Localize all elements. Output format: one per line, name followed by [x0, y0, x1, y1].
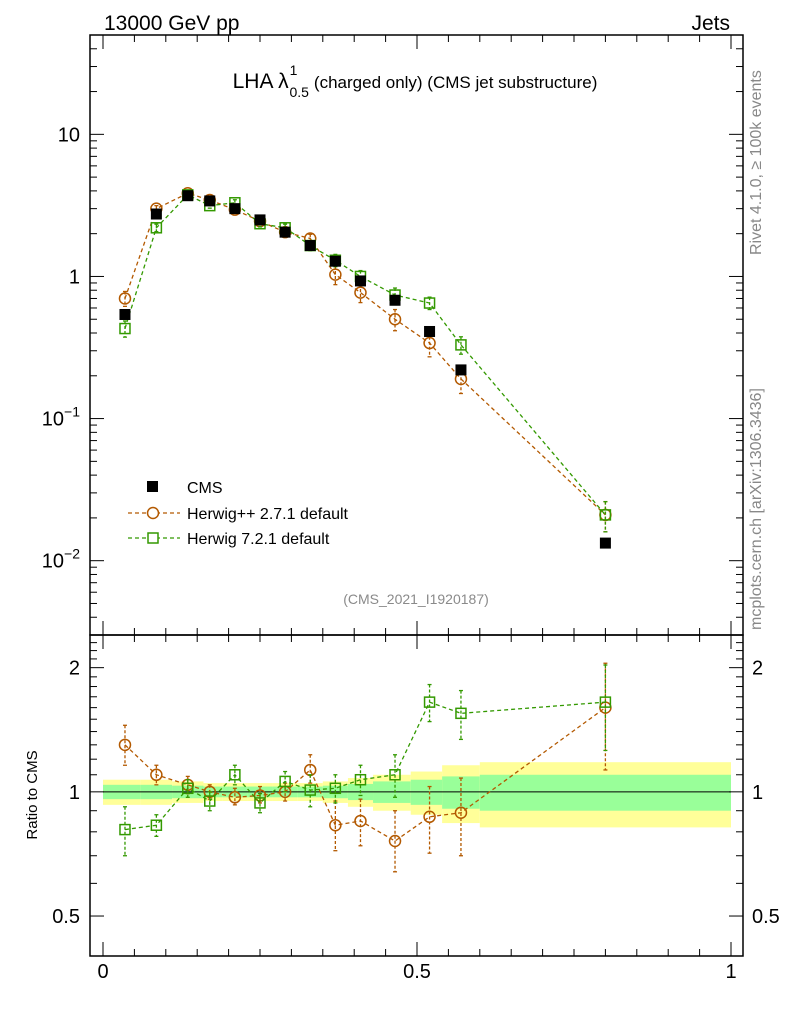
x-ticklabel: 0	[97, 961, 108, 983]
ratio-plot-frame	[89, 634, 744, 957]
main-series-layer	[118, 186, 612, 549]
ratio-point-herwigpp	[454, 806, 468, 819]
point-herwig7	[119, 322, 131, 335]
plot-title-sup: 1	[290, 62, 298, 78]
ratio-point-herwig7	[354, 773, 367, 786]
point-herwigpp	[388, 312, 402, 326]
plot-title: LHA λ1 0.5 (charged only) (CMS jet substru…	[233, 62, 598, 100]
side-label-bottom: mcplots.cern.ch [arXiv:1306.3436]	[748, 388, 765, 630]
main-axis-ticks	[90, 34, 743, 636]
header-left: 13000 GeV pp	[104, 12, 239, 35]
point-herwigpp	[423, 336, 436, 350]
legend-marker-herwigpp	[146, 506, 160, 520]
ratio-point-herwigpp	[388, 834, 402, 848]
legend-marker-cms	[147, 481, 158, 492]
ratio-line-herwigpp	[124, 707, 606, 842]
ratio-y-ticklabel-left: 1	[69, 782, 80, 804]
point-herwig7	[423, 297, 436, 309]
ratio-ylabel: Ratio to CMS	[24, 750, 41, 839]
point-cms	[599, 537, 611, 549]
ratio-y-ticklabel-right: 0.5	[752, 906, 780, 928]
main-y-ticklabel: 10	[58, 124, 80, 146]
plot-title-sub: 0.5	[289, 84, 309, 100]
legend-label-herwig7: Herwig 7.2.1 default	[187, 531, 330, 548]
legend-label-cms: CMS	[187, 480, 223, 497]
main-y-ticklabel: 10−1	[42, 404, 80, 431]
point-cms	[424, 325, 436, 337]
point-herwig7	[455, 339, 467, 351]
ratio-point-herwigpp	[329, 818, 342, 832]
ratio-y-ticklabel-left: 2	[69, 658, 80, 680]
ratio-point-herwigpp	[228, 791, 242, 804]
ratio-point-herwig7	[423, 696, 436, 708]
point-herwig7	[599, 509, 612, 521]
series-line-herwig7	[124, 194, 606, 516]
ratio-point-herwig7	[119, 823, 131, 836]
ratio-point-herwig7	[304, 784, 316, 796]
point-cms	[389, 294, 401, 306]
point-cms	[254, 214, 266, 226]
point-cms	[329, 255, 341, 267]
ratio-y-ticklabel-right: 1	[752, 782, 763, 804]
ratio-point-herwig7	[329, 782, 342, 795]
side-label-top: Rivet 4.1.0, ≥ 100k events	[748, 70, 765, 255]
point-cms	[229, 203, 241, 215]
point-herwigpp	[354, 286, 367, 299]
point-cms	[182, 190, 194, 202]
ratio-point-herwigpp	[150, 768, 163, 782]
ratio-point-herwig7	[229, 769, 241, 781]
legend: CMS Herwig++ 2.7.1 default Herwig 7.2.1 …	[128, 480, 349, 548]
ratio-y-ticklabel-left: 0.5	[52, 906, 80, 928]
ratio-point-herwig7	[254, 797, 266, 809]
point-cms	[354, 275, 366, 287]
series-line-herwigpp	[124, 192, 606, 516]
ratio-point-herwig7	[389, 769, 401, 781]
point-herwigpp	[329, 268, 342, 281]
ratio-point-herwig7	[599, 696, 612, 708]
plot-title-rest: (charged only) (CMS jet substructure)	[314, 73, 597, 92]
tick-labels: 10 1 10−1 10−2 2 2 1 1 0.5 0.5 0 0.5 1	[42, 124, 780, 983]
band-inner	[479, 774, 731, 811]
x-ticklabel: 1	[725, 961, 736, 983]
ratio-line-herwig7	[124, 701, 606, 831]
ratio-bands	[103, 762, 731, 828]
x-ticklabel: 0.5	[403, 961, 431, 983]
plot-title-main: LHA λ	[233, 70, 290, 93]
ratio-point-herwig7	[455, 707, 467, 720]
ratio-point-herwig7	[182, 782, 194, 795]
point-cms	[204, 195, 216, 207]
ratio-point-herwig7	[204, 795, 216, 807]
main-y-ticklabel: 1	[69, 266, 80, 288]
legend-label-herwigpp: Herwig++ 2.7.1 default	[187, 506, 349, 523]
point-cms	[455, 364, 467, 376]
point-cms	[119, 308, 131, 320]
ratio-point-herwigpp	[423, 810, 436, 824]
main-y-ticklabel: 10−2	[42, 546, 80, 573]
ratio-point-herwigpp	[118, 738, 132, 752]
point-cms	[304, 240, 316, 252]
point-cms	[279, 226, 291, 238]
ratio-point-herwig7	[150, 819, 163, 831]
header-right: Jets	[691, 12, 730, 35]
ratio-point-herwigpp	[354, 814, 367, 828]
point-cms	[150, 208, 162, 220]
legend-marker-herwig7	[147, 532, 159, 544]
ratio-y-ticklabel-right: 2	[752, 658, 763, 680]
ratio-series-layer	[118, 662, 612, 873]
point-herwig7	[150, 222, 163, 234]
analysis-watermark: (CMS_2021_I1920187)	[343, 591, 489, 607]
point-herwigpp	[118, 292, 132, 305]
ratio-point-herwig7	[279, 775, 291, 788]
ratio-axis-ticks	[90, 634, 743, 957]
